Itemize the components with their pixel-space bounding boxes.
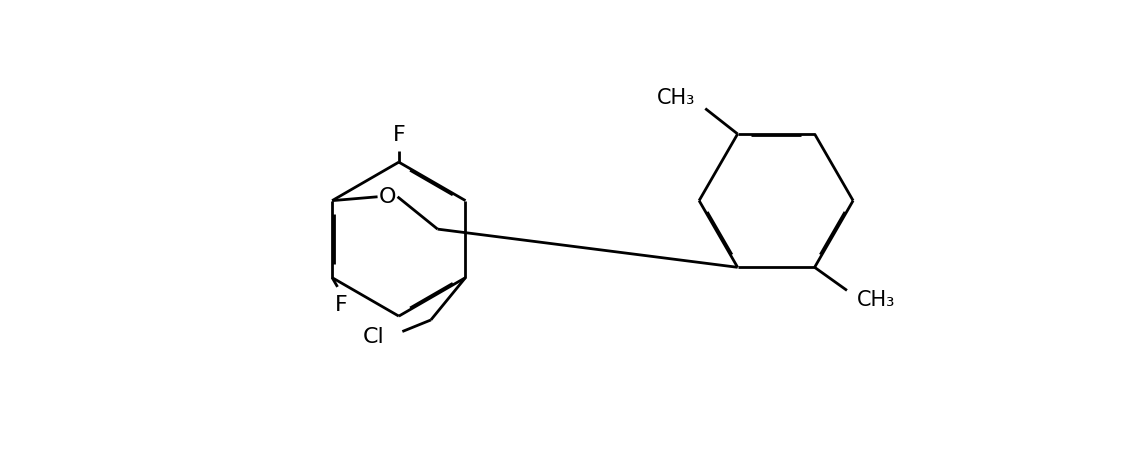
Text: Cl: Cl	[363, 327, 385, 347]
Text: O: O	[379, 187, 396, 207]
Text: CH₃: CH₃	[657, 88, 696, 108]
Text: F: F	[335, 295, 347, 314]
Text: CH₃: CH₃	[857, 290, 896, 310]
Text: F: F	[393, 125, 405, 145]
